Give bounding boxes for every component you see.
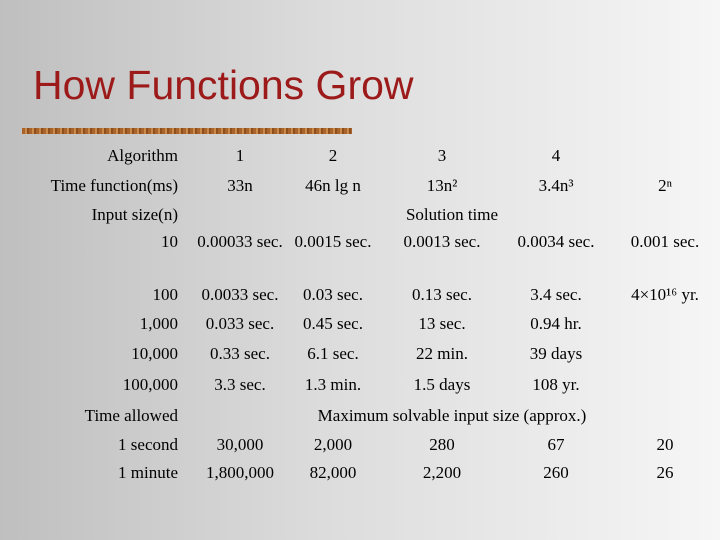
table-cell: 0.33 sec. (210, 344, 270, 363)
table-cell: 108 yr. (532, 375, 580, 394)
table-cell: 39 days (529, 344, 583, 363)
table-cell: 0.0034 sec. (517, 232, 595, 251)
table-cell: 280 (429, 435, 455, 454)
table-cell: 0.0033 sec. (201, 285, 279, 304)
table-cell: 30,000 (216, 435, 264, 454)
row-label: 1 minute (118, 463, 178, 482)
table-cell: 2,000 (313, 435, 353, 454)
table-cell: 0.13 sec. (412, 285, 472, 304)
row-label: 10 (161, 232, 178, 251)
row-label: 1 second (118, 435, 178, 454)
row-label: 1,000 (139, 314, 178, 333)
table-cell: 3.4 sec. (530, 285, 582, 304)
table-cell: 4×10¹⁶ yr. (631, 285, 699, 304)
table-cell: 1.5 days (413, 375, 471, 394)
row-label: 10,000 (131, 344, 178, 363)
table-cell: 3 (437, 146, 447, 165)
table-cell: 260 (543, 463, 569, 482)
table-cell: 0.033 sec. (205, 314, 275, 333)
table-cell: 0.03 sec. (303, 285, 363, 304)
table-cell: 0.0015 sec. (294, 232, 372, 251)
table-cell: 1.3 min. (304, 375, 362, 394)
row-label: Input size(n) (91, 205, 178, 224)
row-label: Algorithm (107, 146, 178, 165)
slide-title: How Functions Grow (33, 62, 414, 108)
section-header: Maximum solvable input size (approx.) (317, 406, 587, 425)
table-cell: 33n (227, 176, 253, 195)
table-cell: 13 sec. (418, 314, 466, 333)
table-cell: 46n lg n (305, 176, 361, 195)
table-cell: 0.001 sec. (630, 232, 700, 251)
row-label: Time allowed (84, 406, 178, 425)
table-cell: 0.0013 sec. (403, 232, 481, 251)
table-cell: 1 (235, 146, 245, 165)
table-cell: 67 (547, 435, 565, 454)
section-header: Solution time (405, 205, 499, 224)
row-label: 100 (152, 285, 179, 304)
table-cell: 0.94 hr. (530, 314, 582, 333)
title-rule (22, 128, 352, 134)
table-cell: 26 (656, 463, 674, 482)
table-cell: 0.00033 sec. (197, 232, 283, 251)
table-cell: 0.45 sec. (303, 314, 363, 333)
table-cell: 1,800,000 (206, 463, 274, 482)
table-cell: 4 (551, 146, 561, 165)
table-cell: 2ⁿ (658, 176, 672, 195)
table-cell: 20 (656, 435, 674, 454)
table-cell: 3.4n³ (538, 176, 574, 195)
table-cell: 6.1 sec. (307, 344, 359, 363)
table-cell: 2,200 (422, 463, 462, 482)
row-label: Time function(ms) (50, 176, 178, 195)
table-cell: 22 min. (416, 344, 468, 363)
table-cell: 82,000 (309, 463, 357, 482)
table-cell: 13n² (426, 176, 458, 195)
row-label: 100,000 (122, 375, 178, 394)
table-cell: 2 (328, 146, 338, 165)
table-cell: 3.3 sec. (214, 375, 266, 394)
